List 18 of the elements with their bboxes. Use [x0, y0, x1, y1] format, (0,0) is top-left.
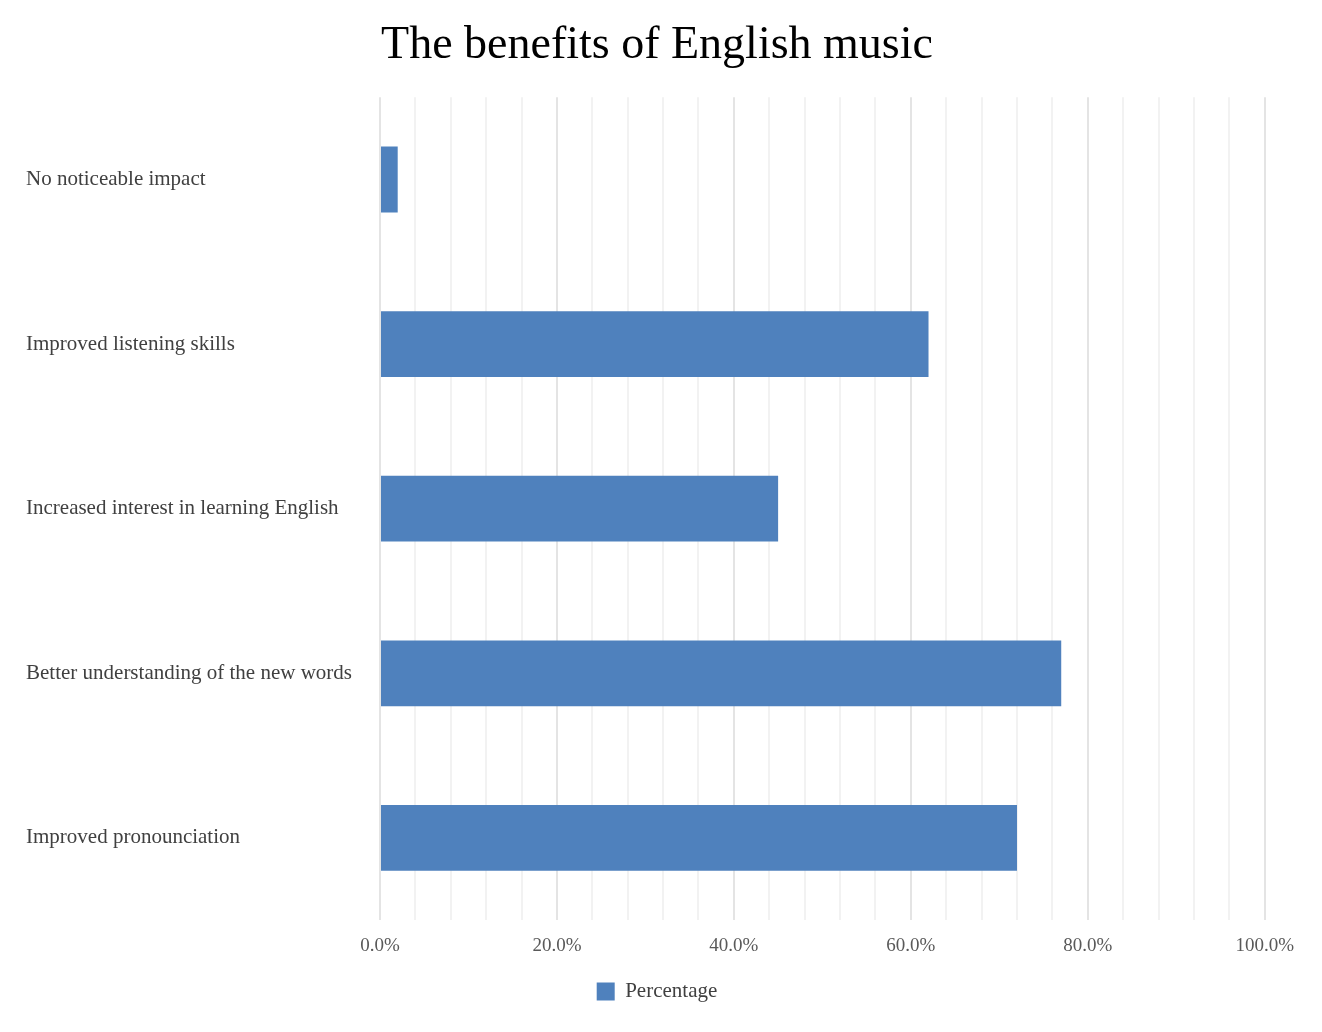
x-tick-label: 20.0% [532, 933, 582, 955]
y-tick-label: Increased interest in learning English [26, 495, 340, 520]
x-tick-label: 60.0% [886, 933, 936, 955]
x-tick-label: 100.0% [1235, 933, 1295, 955]
bar [381, 804, 1017, 871]
y-tick-label: Better understanding of the new words [26, 659, 353, 684]
x-tick-label: 40.0% [709, 933, 759, 955]
legend-label: Percentage [625, 978, 718, 1003]
bar [381, 311, 929, 378]
y-tick-label: Improved listening skills [26, 330, 235, 355]
y-tick-label: Improved pronounciation [26, 824, 241, 849]
bar [381, 146, 398, 213]
x-tick-label: 0.0% [360, 933, 400, 955]
x-tick-label: 80.0% [1063, 933, 1113, 955]
chart-title: The benefits of English music [381, 16, 933, 68]
bar [381, 475, 779, 542]
bar [381, 640, 1062, 707]
y-tick-label: No noticeable impact [26, 166, 206, 191]
